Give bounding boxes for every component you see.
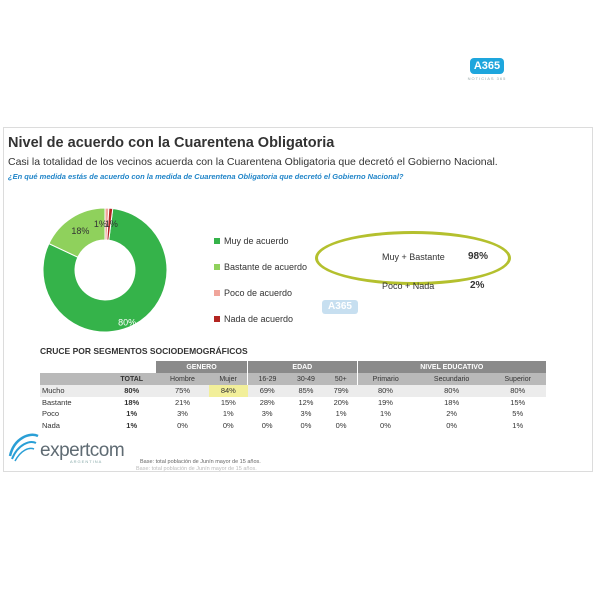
table-cell: 80%: [107, 385, 156, 397]
table-cell: 1%: [126, 420, 138, 430]
table-cell: 18%: [124, 397, 140, 407]
row-label: Mucho: [40, 385, 108, 397]
a365-logo-subtext: NOTICIAS 365: [467, 76, 507, 81]
expertcom-logo: expertcom: [40, 440, 125, 461]
table-cell: 80%: [413, 385, 490, 397]
table-cell: 21%: [175, 397, 191, 407]
table-cell: 15%: [510, 397, 526, 407]
segments-table: GENERO EDAD NIVEL EDUCATIVO TOTAL Hombre…: [40, 361, 546, 431]
table-cell: 79%: [325, 385, 358, 397]
legend-label: Bastante de acuerdo: [224, 262, 308, 272]
slide-subtitle: Casi la totalidad de los vecinos acuerda…: [8, 156, 498, 168]
table-cell: 1%: [222, 409, 234, 419]
row-label: Poco: [42, 409, 60, 419]
table-cell: 1%: [380, 409, 391, 419]
column-header: 16-29: [247, 373, 287, 385]
table-row: Bastante 18% 21% 15% 28% 12% 20% 19% 18%…: [40, 397, 546, 409]
table-cell: 1%: [126, 409, 138, 419]
base-note-shadow: Base: total población de Junín mayor de …: [136, 466, 257, 472]
legend-item-bastante: Bastante de acuerdo: [214, 254, 307, 280]
slice-muy: [42, 207, 168, 333]
summary-value: 98%: [468, 251, 489, 262]
column-header: Mujer: [209, 373, 248, 385]
pie-data-label: 1%: [105, 219, 118, 229]
column-header: 30-49: [286, 373, 326, 385]
agreement-donut-chart: 80% 18% 1%1%: [42, 207, 168, 333]
column-header: 50+: [325, 373, 358, 385]
a365-watermark: A365: [322, 300, 358, 314]
legend-item-nada: Nada de acuerdo: [214, 306, 307, 332]
summary-label: Muy + Bastante: [382, 252, 445, 262]
legend-label: Muy de acuerdo: [224, 236, 289, 246]
slide-title: Nivel de acuerdo con la Cuarentena Oblig…: [8, 135, 335, 151]
column-header: Primario: [356, 373, 414, 385]
chart-legend: Muy de acuerdo Bastante de acuerdo Poco …: [214, 228, 307, 332]
table-cell: [40, 361, 107, 373]
expertcom-logo-subtext: ARGENTINA: [70, 459, 103, 464]
pie-data-label: 18%: [71, 226, 89, 236]
table-cell: 0%: [380, 420, 391, 430]
row-label: Bastante: [42, 397, 72, 407]
summary-value: 2%: [470, 280, 485, 291]
table-cell: 3%: [261, 409, 273, 419]
table-cell: 19%: [377, 397, 393, 407]
segments-title: CRUCE POR SEGMENTOS SOCIODEMOGRÁFICOS: [40, 346, 248, 356]
table-row: Nada 1% 0% 0% 0% 0% 0% 0% 0% 1%: [40, 420, 546, 432]
table-cell: [107, 361, 155, 373]
survey-question: ¿En qué medida estás de acuerdo con la m…: [8, 172, 404, 181]
table-cell: [40, 373, 108, 385]
column-header: Secundario: [413, 373, 490, 385]
table-cell: 15%: [220, 397, 236, 407]
table-cell: 0%: [335, 420, 347, 430]
column-header: TOTAL: [107, 373, 156, 385]
base-note: Base: total población de Junín mayor de …: [140, 459, 261, 465]
table-cell: 80%: [489, 385, 546, 397]
table-group-row: GENERO EDAD NIVEL EDUCATIVO: [40, 361, 546, 373]
table-cell: 0%: [261, 420, 273, 430]
table-cell: 1%: [335, 409, 347, 419]
legend-swatch: [214, 238, 220, 244]
table-cell: 69%: [247, 385, 287, 397]
a365-logo: A365: [470, 58, 504, 74]
summary-label: Poco + Nada: [382, 281, 435, 291]
table-cell: 0%: [222, 420, 234, 430]
table-cell: 3%: [300, 409, 312, 419]
slice-nada: [106, 207, 114, 241]
table-cell: 18%: [444, 397, 460, 407]
table-cell: 85%: [286, 385, 326, 397]
table-cell: 75%: [155, 385, 210, 397]
table-row: Poco 1% 3% 1% 3% 3% 1% 1% 2% 5%: [40, 408, 546, 420]
legend-item-poco: Poco de acuerdo: [214, 280, 307, 306]
row-label: Nada: [42, 420, 60, 430]
table-cell: 80%: [357, 385, 414, 397]
table-cell: 12%: [298, 397, 314, 407]
table-cell: 5%: [512, 409, 524, 419]
table-cell: 0%: [177, 420, 188, 430]
group-header-edad: EDAD: [247, 361, 358, 373]
legend-swatch: [214, 290, 220, 296]
table-cell: 0%: [300, 420, 312, 430]
legend-item-muy: Muy de acuerdo: [214, 228, 307, 254]
legend-label: Poco de acuerdo: [224, 288, 293, 298]
legend-label: Nada de acuerdo: [224, 314, 294, 324]
legend-swatch: [214, 316, 220, 322]
table-cell: 0%: [446, 420, 458, 430]
table-cell: 28%: [259, 397, 275, 407]
table-row: Mucho 80% 75% 84% 69% 85% 79% 80% 80% 80…: [40, 385, 546, 397]
table-cell: 1%: [512, 420, 524, 430]
table-cell: 2%: [446, 409, 458, 419]
table-header-row: TOTAL Hombre Mujer 16-29 30-49 50+ Prima…: [40, 373, 546, 385]
legend-swatch: [214, 264, 220, 270]
pie-data-label: 80%: [118, 317, 136, 327]
column-header: Superior: [489, 373, 546, 385]
summary-highlight-ellipse: [315, 231, 511, 285]
table-cell-highlighted: 84%: [209, 385, 248, 397]
table-cell: 20%: [333, 397, 349, 407]
group-header-genero: GENERO: [155, 361, 248, 373]
column-header: Hombre: [155, 373, 210, 385]
group-header-nivel: NIVEL EDUCATIVO: [356, 361, 546, 373]
pie-data-label: 1%: [94, 219, 107, 229]
expertcom-swirl-icon: [8, 433, 39, 462]
table-cell: 3%: [177, 409, 188, 419]
